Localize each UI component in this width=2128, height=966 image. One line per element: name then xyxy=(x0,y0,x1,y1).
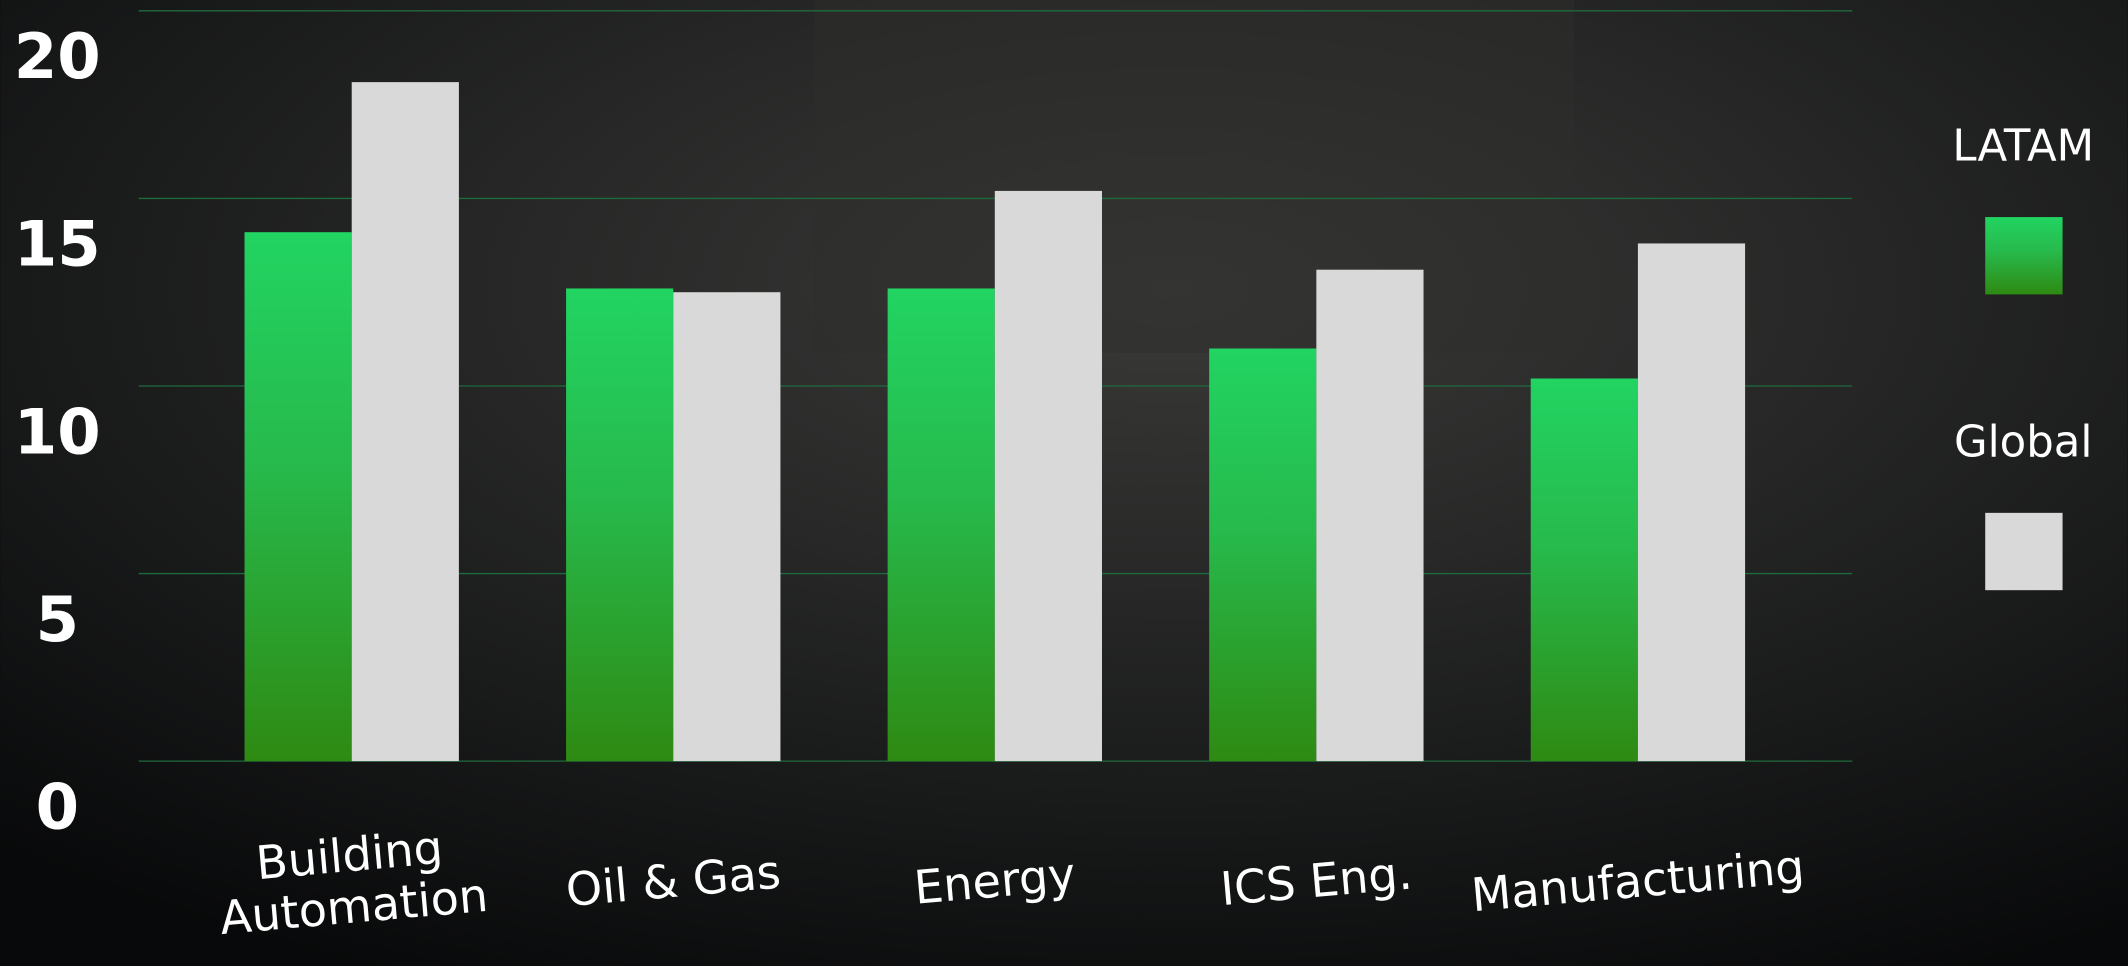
x-label-box: ICS Eng. xyxy=(1148,800,1485,966)
x-tick-label: Building Automation xyxy=(184,800,520,964)
bar xyxy=(352,82,459,761)
x-label-box: Oil & Gas xyxy=(505,800,842,966)
y-tick-label: 0 xyxy=(36,770,79,843)
bar xyxy=(1531,378,1638,761)
x-label-box: Building Automation xyxy=(184,800,521,966)
y-tick-label: 5 xyxy=(36,583,79,656)
x-tick-label: Energy xyxy=(827,800,1163,964)
legend-swatch xyxy=(1985,217,2062,294)
legend-swatch xyxy=(1985,513,2062,590)
bar xyxy=(673,292,780,761)
legend-label: Global xyxy=(1954,418,2092,468)
bar xyxy=(245,232,352,761)
x-label-box: Manufacturing xyxy=(1470,800,1807,966)
bar xyxy=(1209,348,1316,761)
legend-label: LATAM xyxy=(1952,122,2094,172)
y-tick-label: 15 xyxy=(14,208,101,281)
y-tick-label: 10 xyxy=(14,395,101,468)
bar xyxy=(1638,243,1745,761)
bar xyxy=(1316,270,1423,761)
x-tick-label: ICS Eng. xyxy=(1148,800,1484,964)
bar xyxy=(995,191,1102,761)
bar xyxy=(566,288,673,761)
x-tick-label: Manufacturing xyxy=(1470,800,1806,964)
x-label-box: Energy xyxy=(827,800,1164,966)
x-tick-label: Oil & Gas xyxy=(505,800,841,964)
y-tick-label: 20 xyxy=(14,20,101,93)
bar xyxy=(888,288,995,761)
chart: 0 5 10 15 20 Building AutomationOil & GasEner… xyxy=(0,0,2128,966)
